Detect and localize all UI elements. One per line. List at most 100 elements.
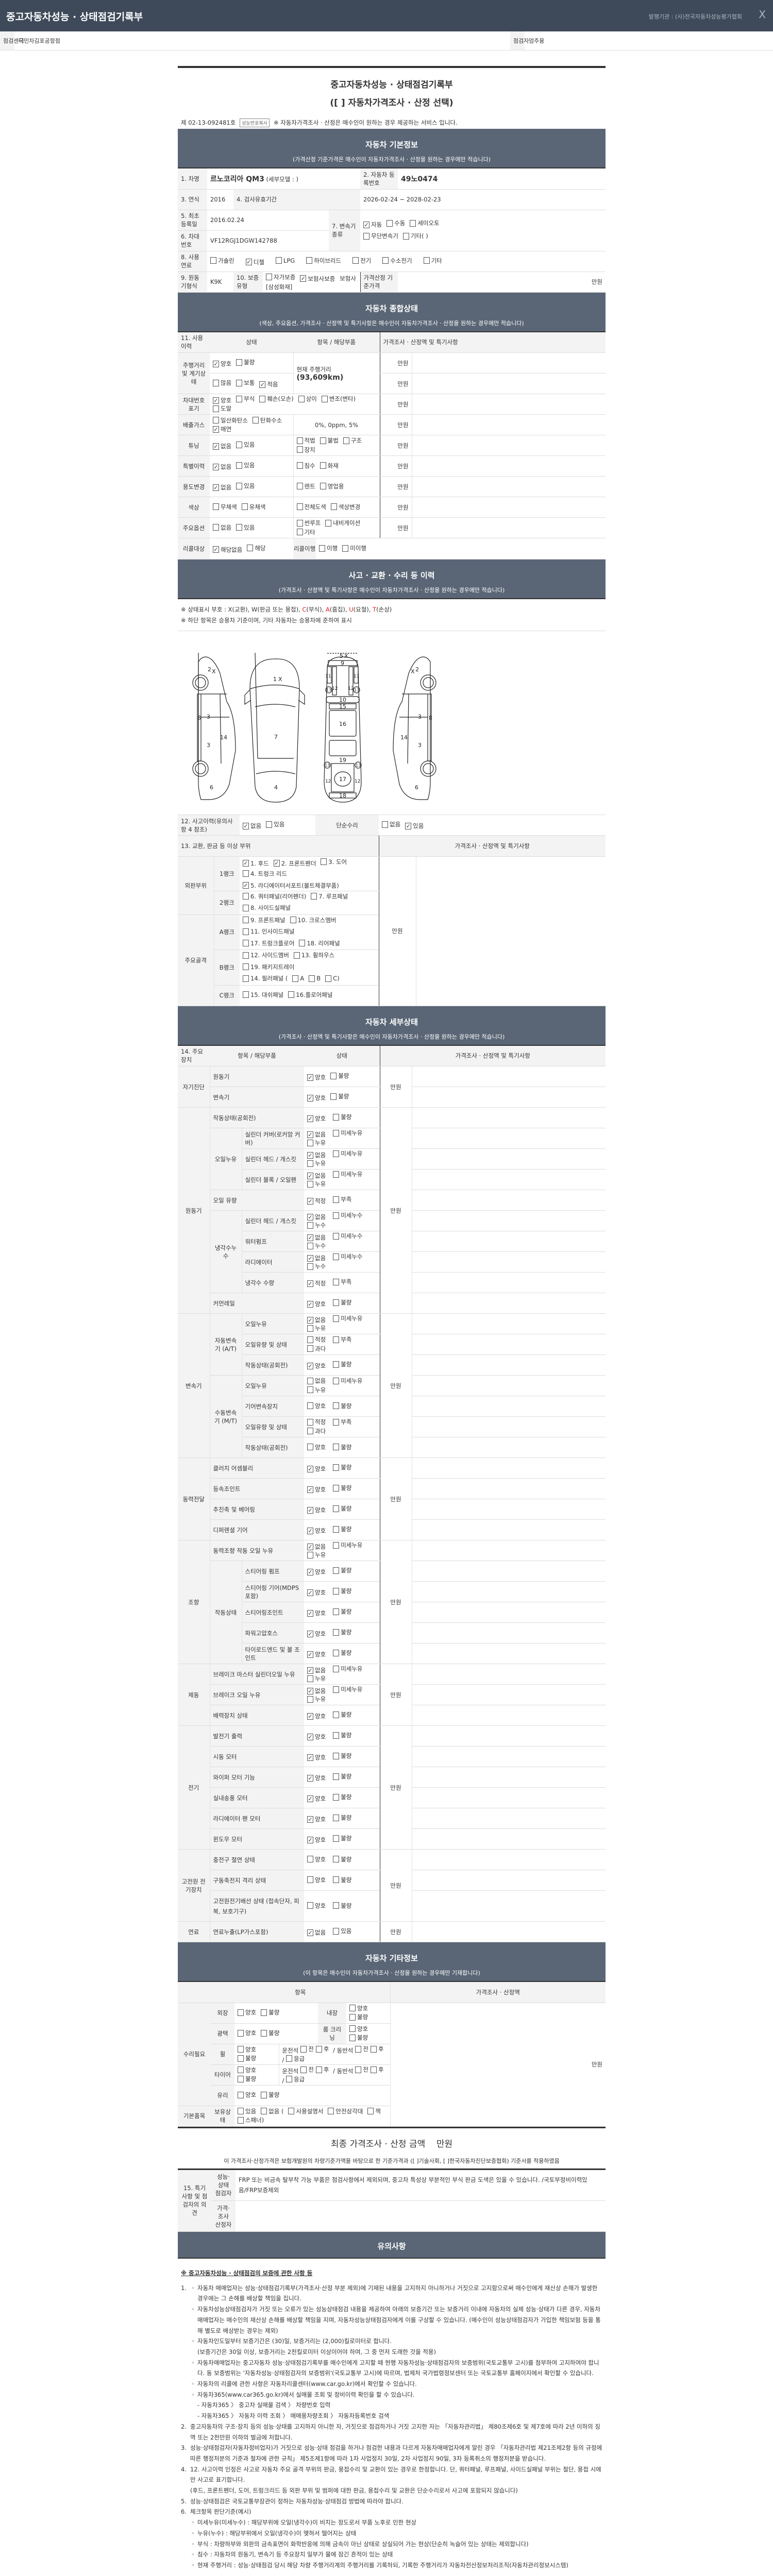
- checkbox[interactable]: [290, 917, 296, 923]
- checkbox[interactable]: [261, 2029, 267, 2037]
- checkbox-checked[interactable]: ✓: [213, 463, 219, 470]
- checkbox-option[interactable]: 상이: [298, 395, 317, 403]
- checkbox-option[interactable]: 불량: [238, 2075, 256, 2083]
- checkbox[interactable]: [236, 482, 243, 489]
- checkbox-checked[interactable]: ✓: [213, 546, 219, 553]
- checkbox-option[interactable]: 양호: [307, 1402, 326, 1410]
- checkbox-option[interactable]: ✓ 양호: [307, 1836, 326, 1844]
- checkbox[interactable]: [236, 441, 243, 448]
- checkbox[interactable]: [320, 483, 326, 490]
- checkbox[interactable]: [382, 257, 389, 264]
- checkbox-option[interactable]: 후: [315, 2045, 329, 2053]
- checkbox-option[interactable]: 누유: [307, 1324, 326, 1332]
- checkbox[interactable]: [315, 2066, 322, 2073]
- checkbox-option[interactable]: 양호: [238, 2091, 256, 2099]
- checkbox[interactable]: [370, 2066, 377, 2073]
- checkbox-option[interactable]: 6. 쿼터패널(리어펜더): [243, 891, 306, 902]
- checkbox-option[interactable]: 누유: [307, 1139, 326, 1147]
- checkbox-option[interactable]: ✓ 없음: [307, 1316, 326, 1324]
- checkbox-option[interactable]: ✓ 없음: [213, 442, 231, 450]
- checkbox-checked[interactable]: ✓: [300, 275, 307, 282]
- checkbox-option[interactable]: 18. 리어패널: [299, 938, 340, 948]
- checkbox[interactable]: [213, 524, 219, 531]
- checkbox[interactable]: [307, 1345, 314, 1352]
- checkbox-option[interactable]: ✓ 해당없음: [213, 546, 242, 554]
- checkbox[interactable]: [307, 1675, 314, 1682]
- checkbox-option[interactable]: 후: [315, 2065, 329, 2074]
- checkbox-option[interactable]: 불량: [333, 1793, 351, 1801]
- checkbox-option[interactable]: ✓ 없음: [213, 483, 231, 492]
- checkbox-option[interactable]: 8. 사이드실패널: [243, 903, 291, 913]
- checkbox-option[interactable]: 무단변속기: [363, 230, 398, 242]
- checkbox-option[interactable]: ✓ 5. 라디에이터서포트(볼트체결부품): [243, 880, 339, 891]
- checkbox-option[interactable]: 자가보증: [266, 273, 295, 281]
- checkbox[interactable]: [321, 858, 327, 865]
- checkbox-option[interactable]: ✓ 양호: [307, 1712, 326, 1720]
- checkbox[interactable]: [238, 2075, 244, 2082]
- checkbox-option[interactable]: ✓ 1. 후드: [243, 858, 269, 869]
- checkbox-option[interactable]: 있음: [236, 461, 255, 469]
- checkbox[interactable]: [319, 545, 325, 552]
- checkbox-option[interactable]: 부식: [236, 395, 255, 403]
- checkbox[interactable]: [306, 257, 313, 264]
- checkbox-option[interactable]: ✓ 없음: [307, 1213, 326, 1221]
- checkbox-option[interactable]: 전: [300, 2045, 314, 2053]
- checkbox-option[interactable]: 응급: [286, 2075, 305, 2083]
- checkbox[interactable]: [333, 1402, 340, 1410]
- checkbox-option[interactable]: 불량: [333, 1607, 351, 1616]
- checkbox-option[interactable]: 가솔린: [210, 257, 234, 265]
- checkbox-checked[interactable]: ✓: [307, 1115, 314, 1122]
- checkbox-option[interactable]: 불량: [333, 1484, 351, 1492]
- checkbox-option[interactable]: 누유: [307, 1674, 326, 1683]
- checkbox[interactable]: [307, 1856, 314, 1863]
- checkbox-option[interactable]: ✓ 양호: [307, 1650, 326, 1658]
- checkbox[interactable]: [333, 1567, 340, 1574]
- checkbox[interactable]: [333, 1686, 340, 1693]
- checkbox-option[interactable]: 기타( ): [402, 230, 428, 242]
- checkbox-option[interactable]: 부족: [333, 1335, 351, 1344]
- checkbox-option[interactable]: ✓ 양호: [307, 1485, 326, 1494]
- checkbox[interactable]: [330, 1072, 337, 1079]
- checkbox[interactable]: [241, 503, 248, 511]
- checkbox[interactable]: [333, 1418, 340, 1426]
- checkbox-option[interactable]: 불량: [333, 1772, 351, 1781]
- checkbox-option[interactable]: 미세누유: [333, 1377, 363, 1385]
- checkbox[interactable]: [386, 219, 393, 227]
- checkbox-option[interactable]: 있음: [266, 820, 284, 828]
- checkbox[interactable]: [266, 821, 273, 828]
- checkbox-option[interactable]: 도말: [213, 404, 231, 413]
- checkbox[interactable]: [333, 1464, 340, 1471]
- checkbox-checked[interactable]: ✓: [307, 1795, 314, 1802]
- checkbox-option[interactable]: 불량: [349, 2033, 368, 2042]
- checkbox-option[interactable]: 불량: [333, 1834, 351, 1842]
- checkbox-option[interactable]: 세미오토: [410, 217, 440, 229]
- checkbox-option[interactable]: 누유: [307, 1386, 326, 1394]
- checkbox-option[interactable]: ✓ 적정: [307, 1279, 326, 1287]
- checkbox[interactable]: [243, 952, 249, 959]
- checkbox[interactable]: [333, 1711, 340, 1718]
- checkbox[interactable]: [333, 1361, 340, 1368]
- checkbox-option[interactable]: 불량: [333, 1814, 351, 1822]
- checkbox-option[interactable]: ✓ 양호: [213, 360, 231, 368]
- checkbox-option[interactable]: ✓ 없음: [307, 1928, 326, 1937]
- checkbox[interactable]: [320, 462, 326, 469]
- checkbox[interactable]: [307, 1696, 314, 1703]
- checkbox-option[interactable]: 응급: [286, 2055, 305, 2063]
- checkbox-option[interactable]: 전기: [352, 257, 371, 265]
- checkbox[interactable]: [333, 1253, 340, 1260]
- checkbox[interactable]: [363, 232, 369, 240]
- checkbox-checked[interactable]: ✓: [243, 822, 249, 829]
- checkbox-option[interactable]: ✓ 양호: [307, 1527, 326, 1535]
- checkbox[interactable]: [333, 1212, 340, 1219]
- checkbox[interactable]: [307, 1180, 314, 1188]
- checkbox[interactable]: [296, 519, 303, 527]
- checkbox[interactable]: [320, 437, 326, 444]
- checkbox-checked[interactable]: ✓: [307, 1280, 314, 1287]
- checkbox-option[interactable]: 과다: [307, 1345, 326, 1353]
- checkbox[interactable]: [261, 2091, 267, 2098]
- checkbox[interactable]: [333, 1835, 340, 1842]
- checkbox[interactable]: [266, 274, 272, 280]
- checkbox[interactable]: [307, 1377, 314, 1384]
- checkbox-option[interactable]: 장치: [296, 446, 315, 454]
- checkbox[interactable]: [307, 1444, 314, 1451]
